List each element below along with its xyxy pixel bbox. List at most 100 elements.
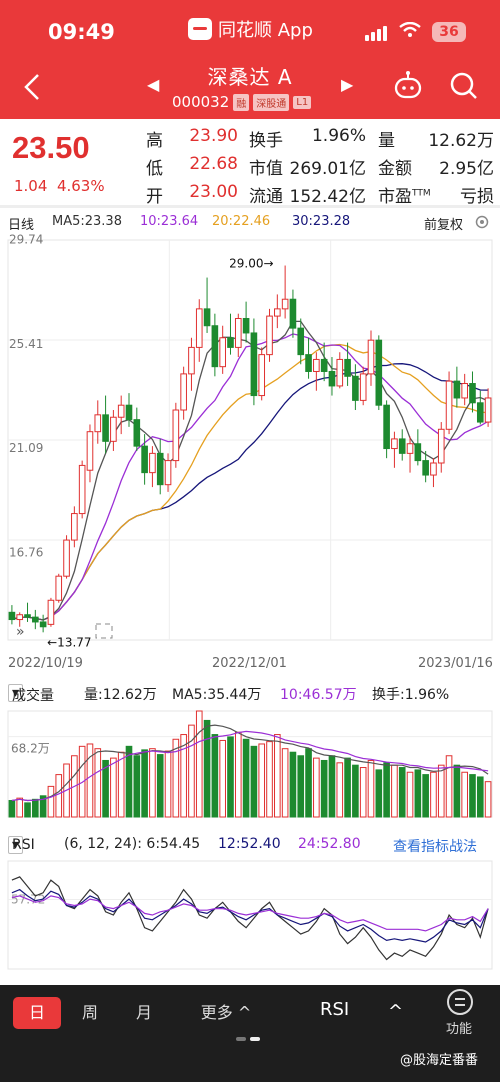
status-bar: 09:49 同花顺 App 36 (0, 0, 500, 55)
volume-bar (203, 719, 211, 818)
date-label-start: 2022/10/19 (8, 656, 83, 671)
volume-bar (211, 734, 219, 818)
volume-ma10-line (11, 730, 489, 802)
volume-ma5-line (11, 724, 489, 802)
left-triangle-icon[interactable]: ◀ (147, 75, 160, 94)
candle-body (250, 332, 258, 397)
indicator-strategy-link[interactable]: 查看指标战法 (393, 839, 477, 855)
rsi-12: 12:52.40 (218, 836, 281, 852)
candle-body (344, 358, 351, 377)
volume-bar (313, 757, 320, 818)
stat-value: 269.01亿 (289, 159, 366, 179)
candle-body (414, 443, 422, 462)
candle-body (16, 614, 24, 621)
tab-week[interactable]: 周 (81, 1003, 98, 1022)
volume-bar (188, 724, 195, 818)
ma5-line (11, 320, 489, 621)
candle-body (242, 317, 250, 334)
volume-bar (476, 776, 484, 818)
quote-row: 高 23.90 换手 1.96% 量 12.62万 (144, 124, 496, 152)
candle-body (102, 414, 109, 442)
stat-value: 22.68 (189, 154, 238, 174)
period-label[interactable]: 日线 (8, 218, 35, 233)
volume-bar (398, 767, 406, 818)
adjust-selector[interactable]: 前复权 (424, 218, 464, 233)
volume-bar (445, 755, 453, 818)
candle-body (437, 428, 445, 464)
volume-bar (281, 748, 289, 818)
candle-body (398, 438, 406, 454)
date-label-mid: 2022/12/01 (212, 656, 287, 671)
robot-icon[interactable] (392, 70, 424, 102)
rsi-selector[interactable]: RSI ▾ (8, 836, 35, 854)
volume-bar (39, 795, 47, 818)
search-icon[interactable] (448, 70, 480, 102)
candlestick-chart[interactable]: 29.74 25.41 21.09 16.76 29.00→ ←13.77 » (0, 230, 500, 654)
candle-body (180, 373, 187, 411)
stat-label: 低 (146, 159, 163, 179)
candle-body (219, 337, 226, 368)
candle-body (359, 373, 367, 401)
quote-row: 开 23.00 流通 152.42亿 市盈TTM 亏损 (144, 180, 496, 208)
stat-value: 23.90 (189, 126, 238, 146)
low-marker: ←13.77 (47, 635, 91, 649)
function-label[interactable]: 功能 (446, 1022, 473, 1037)
volume-selector[interactable]: 成交量 ▾ (8, 684, 54, 704)
app-label[interactable]: 同花顺 App (188, 16, 313, 42)
stat-label: 换手 (249, 131, 283, 151)
volume-frame (7, 710, 493, 818)
wifi-icon (399, 22, 421, 37)
tab-more[interactable]: 更多 ^ (200, 1003, 252, 1022)
stat-label-text: 市盈 (378, 187, 412, 207)
stat-label: 金额 (378, 159, 412, 179)
volume-value: 量:12.62万 (84, 687, 157, 703)
volume-bar (274, 734, 281, 818)
candle-body (125, 404, 133, 421)
stat-label: 市值 (249, 159, 283, 179)
gear-icon[interactable] (474, 214, 490, 230)
y-axis-label: 21.09 (9, 441, 43, 455)
candle-body (266, 315, 273, 356)
ma10-value: 10:23.64 (140, 214, 199, 229)
ma30-value: 30:23.28 (292, 214, 351, 229)
tab-month[interactable]: 月 (135, 1003, 152, 1022)
signal-icon (365, 26, 387, 41)
app-label-text: 同花顺 App (218, 20, 313, 41)
quote-stats: 高 23.90 换手 1.96% 量 12.62万 低 22.68 市值 269… (144, 124, 496, 208)
right-triangle-icon[interactable]: ▶ (341, 75, 354, 94)
rsi-title: RSI (12, 837, 35, 853)
volume-bar (320, 759, 328, 818)
candle-body (195, 308, 203, 348)
ma10-line (11, 333, 489, 621)
back-arrow-icon[interactable] (18, 69, 48, 105)
indicator-tab[interactable]: RSI (320, 999, 350, 1020)
volume-bar (250, 745, 258, 818)
candle-body (227, 337, 234, 348)
battery-indicator: 36 (432, 22, 466, 42)
stat-label: 市盈TTM (378, 182, 431, 207)
y-axis-label: 25.41 (9, 337, 43, 351)
double-chevron-icon: » (16, 624, 25, 640)
volume-bar (359, 767, 367, 818)
menu-icon[interactable] (447, 989, 473, 1015)
chevron-up-icon[interactable]: ^ (388, 1001, 404, 1022)
volume-bar (47, 785, 55, 818)
rsi-chart: 57.72 (7, 860, 493, 970)
candle-body (320, 358, 328, 372)
candle-body (297, 327, 305, 356)
tab-day[interactable]: 日 (13, 997, 61, 1029)
volume-bar (234, 731, 242, 818)
stat-label: 开 (146, 187, 163, 207)
candle-body (211, 325, 219, 368)
quote-row: 低 22.68 市值 269.01亿 金额 2.95亿 (144, 152, 496, 180)
y-axis-label: 29.74 (9, 233, 43, 247)
date-label-end: 2023/01/16 (418, 656, 493, 671)
volume-bar (55, 774, 63, 818)
candle-body (110, 416, 117, 442)
candle-body (328, 370, 336, 387)
change-value: 1.04 (14, 177, 48, 195)
candle-body (383, 404, 390, 450)
candle-body (8, 611, 16, 621)
volume-bar (383, 762, 390, 818)
candle-body (234, 317, 242, 348)
